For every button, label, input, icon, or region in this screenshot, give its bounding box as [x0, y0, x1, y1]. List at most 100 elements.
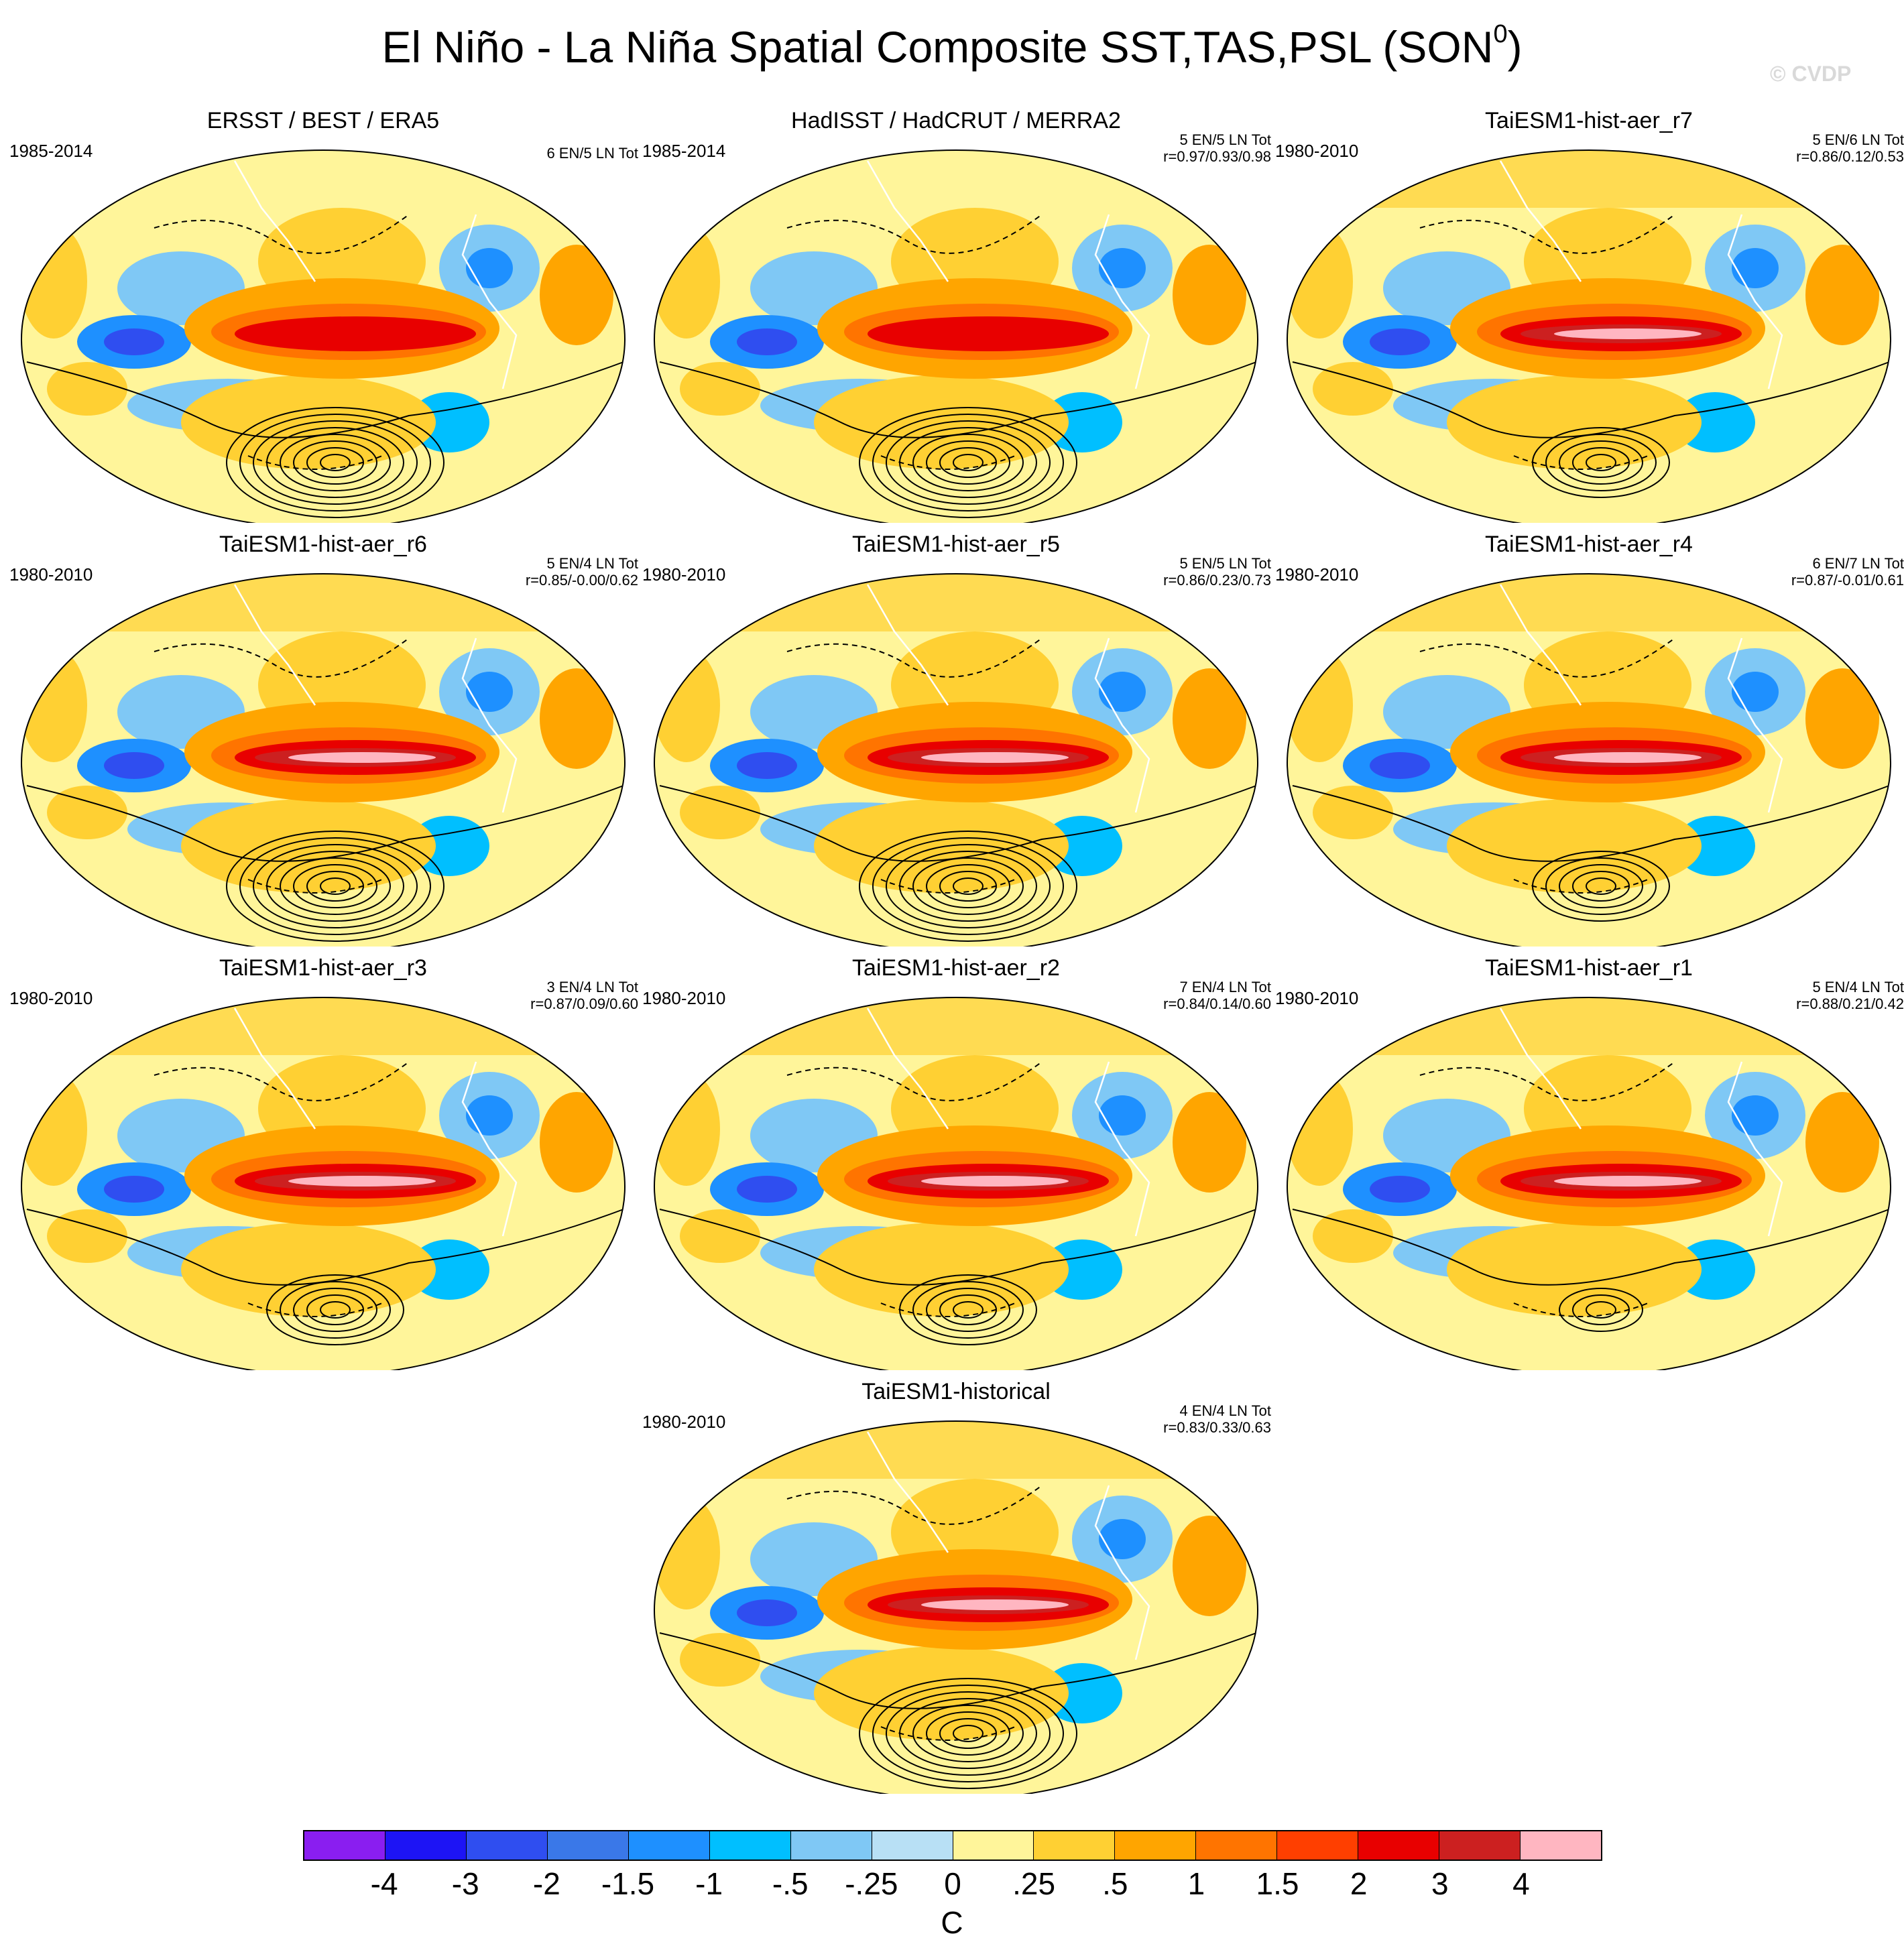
psl-contour	[953, 454, 984, 471]
map-panel: ERSST / BEST / ERA5 1985-2014 6 EN/5 LN To…	[7, 107, 640, 523]
atlantic-warm	[1173, 1092, 1246, 1193]
panel-stats: 5 EN/5 LN Tot r=0.86/0.23/0.73	[1163, 555, 1271, 589]
event-counts: 7 EN/4 LN Tot	[1179, 979, 1271, 995]
australia-warm	[680, 786, 760, 839]
coastline	[461, 637, 518, 813]
map-plot	[1287, 149, 1891, 523]
south-pacific-cool	[1042, 1663, 1122, 1723]
figure-title: El Niño - La Niña Spatial Composite SST,…	[0, 20, 1904, 74]
panel-stats: 7 EN/4 LN Tot r=0.84/0.14/0.60	[1163, 979, 1271, 1012]
psl-contour	[926, 864, 1010, 908]
psl-contour	[912, 857, 1024, 915]
south-pacific-cool	[409, 392, 489, 452]
psl-negative-contour	[1419, 637, 1675, 678]
map-panel: TaiESM1-hist-aer_r2 1980-2010 7 EN/4 LN To…	[640, 955, 1272, 1370]
north-america-core	[1099, 248, 1146, 288]
north-america-core	[466, 1095, 513, 1136]
nino-tongue-max	[921, 1176, 1069, 1186]
maritime-continent-core	[1370, 328, 1430, 355]
event-counts: 4 EN/4 LN Tot	[1179, 1402, 1271, 1419]
colorbar-tick-label: .5	[1102, 1866, 1128, 1901]
psl-contour	[872, 837, 1064, 935]
north-america-core	[466, 672, 513, 712]
coastline	[1094, 637, 1150, 813]
colorbar-units: C	[941, 1905, 963, 1940]
psl-contour	[1559, 440, 1643, 485]
colorbar-swatch	[1277, 1831, 1359, 1860]
colorbar-tick-label: .25	[1012, 1866, 1056, 1901]
psl-negative-contour	[786, 637, 1043, 678]
psl-contour	[1545, 434, 1657, 491]
panel-years: 1985-2014	[9, 141, 93, 161]
colorbar-swatch	[1521, 1831, 1601, 1860]
map-plot	[1287, 573, 1891, 947]
psl-contour-line	[659, 361, 1257, 438]
map-panel: TaiESM1-hist-aer_r1 1980-2010 5 EN/4 LN To…	[1272, 955, 1904, 1370]
panel-title: TaiESM1-hist-aer_r4	[1485, 532, 1693, 557]
colorbar-tick-label: 0	[944, 1866, 961, 1901]
panel-stats: 6 EN/5 LN Tot	[546, 145, 638, 162]
south-pacific-cool	[1675, 1239, 1755, 1300]
colorbar-tick-label: -4	[370, 1866, 398, 1901]
nino-tongue-max	[921, 1599, 1069, 1610]
map-plot	[1287, 997, 1891, 1370]
colorbar-swatch	[709, 1831, 791, 1860]
indian-ocean-warm	[21, 648, 87, 762]
map-plot	[654, 573, 1258, 947]
colorbar-swatch	[304, 1831, 385, 1860]
colorbar-tick-label: 4	[1512, 1866, 1530, 1901]
figure-title-close: )	[1507, 22, 1523, 72]
colorbar-swatch	[466, 1831, 548, 1860]
panel-stats: 5 EN/4 LN Tot r=0.85/-0.00/0.62	[526, 555, 638, 589]
south-pacific-cool	[1675, 816, 1755, 876]
event-counts: 6 EN/7 LN Tot	[1812, 555, 1904, 572]
map-panel: TaiESM1-hist-aer_r6 1980-2010 5 EN/4 LN To…	[7, 531, 640, 947]
panel-years: 1980-2010	[9, 988, 93, 1008]
map-plot	[21, 997, 626, 1370]
colorbar-tick-label: -3	[451, 1866, 479, 1901]
panel-title: TaiESM1-hist-aer_r1	[1485, 955, 1693, 981]
coastline	[1499, 1008, 1582, 1130]
psl-contour	[926, 440, 1010, 485]
psl-contour	[859, 407, 1077, 518]
colorbar-tick-label: -2	[532, 1866, 560, 1901]
psl-contour	[886, 420, 1051, 505]
maritime-continent-core	[104, 752, 164, 779]
north-america-core	[1099, 1519, 1146, 1559]
cvdp-watermark: © CVDP	[1770, 62, 1852, 86]
event-counts: 5 EN/4 LN Tot	[546, 555, 638, 572]
map-panel: TaiESM1-hist-aer_r7 1980-2010 5 EN/6 LN To…	[1272, 107, 1904, 523]
maritime-continent-core	[104, 328, 164, 355]
coastline	[461, 1061, 518, 1237]
coastline	[866, 1431, 949, 1553]
panel-stats: 5 EN/5 LN Tot r=0.97/0.93/0.98	[1163, 131, 1271, 165]
panel-title: TaiESM1-hist-aer_r7	[1485, 108, 1693, 133]
panel-years: 1980-2010	[1275, 564, 1359, 585]
colorbar-tick-label: -.5	[772, 1866, 809, 1901]
psl-negative-contour	[247, 879, 383, 894]
australia-warm	[680, 1209, 760, 1263]
psl-contour	[912, 1281, 1024, 1339]
pattern-correlation: r=0.83/0.33/0.63	[1163, 1419, 1271, 1436]
map-outline	[654, 1420, 1258, 1794]
atlantic-warm	[1805, 245, 1879, 345]
colorbar-swatch	[872, 1831, 953, 1860]
event-counts: 5 EN/4 LN Tot	[1812, 979, 1904, 995]
maritime-continent-core	[737, 328, 797, 355]
pattern-correlation: r=0.88/0.21/0.42	[1796, 995, 1904, 1012]
pattern-correlation: r=0.86/0.23/0.73	[1163, 572, 1271, 589]
colorbar-swatch	[1439, 1831, 1521, 1860]
psl-contour-line	[1292, 1209, 1890, 1286]
map-outline	[1287, 149, 1891, 523]
coastline	[1094, 1485, 1150, 1660]
colorbar-swatch	[1115, 1831, 1197, 1860]
coastline	[866, 584, 949, 706]
nino-tongue-max	[288, 752, 436, 763]
psl-contour	[912, 1705, 1024, 1762]
coastline	[1094, 214, 1150, 389]
map-outline	[654, 573, 1258, 947]
australia-warm	[1313, 786, 1393, 839]
psl-contour	[293, 440, 377, 485]
psl-contour	[953, 877, 984, 895]
south-pacific-cool	[409, 816, 489, 876]
